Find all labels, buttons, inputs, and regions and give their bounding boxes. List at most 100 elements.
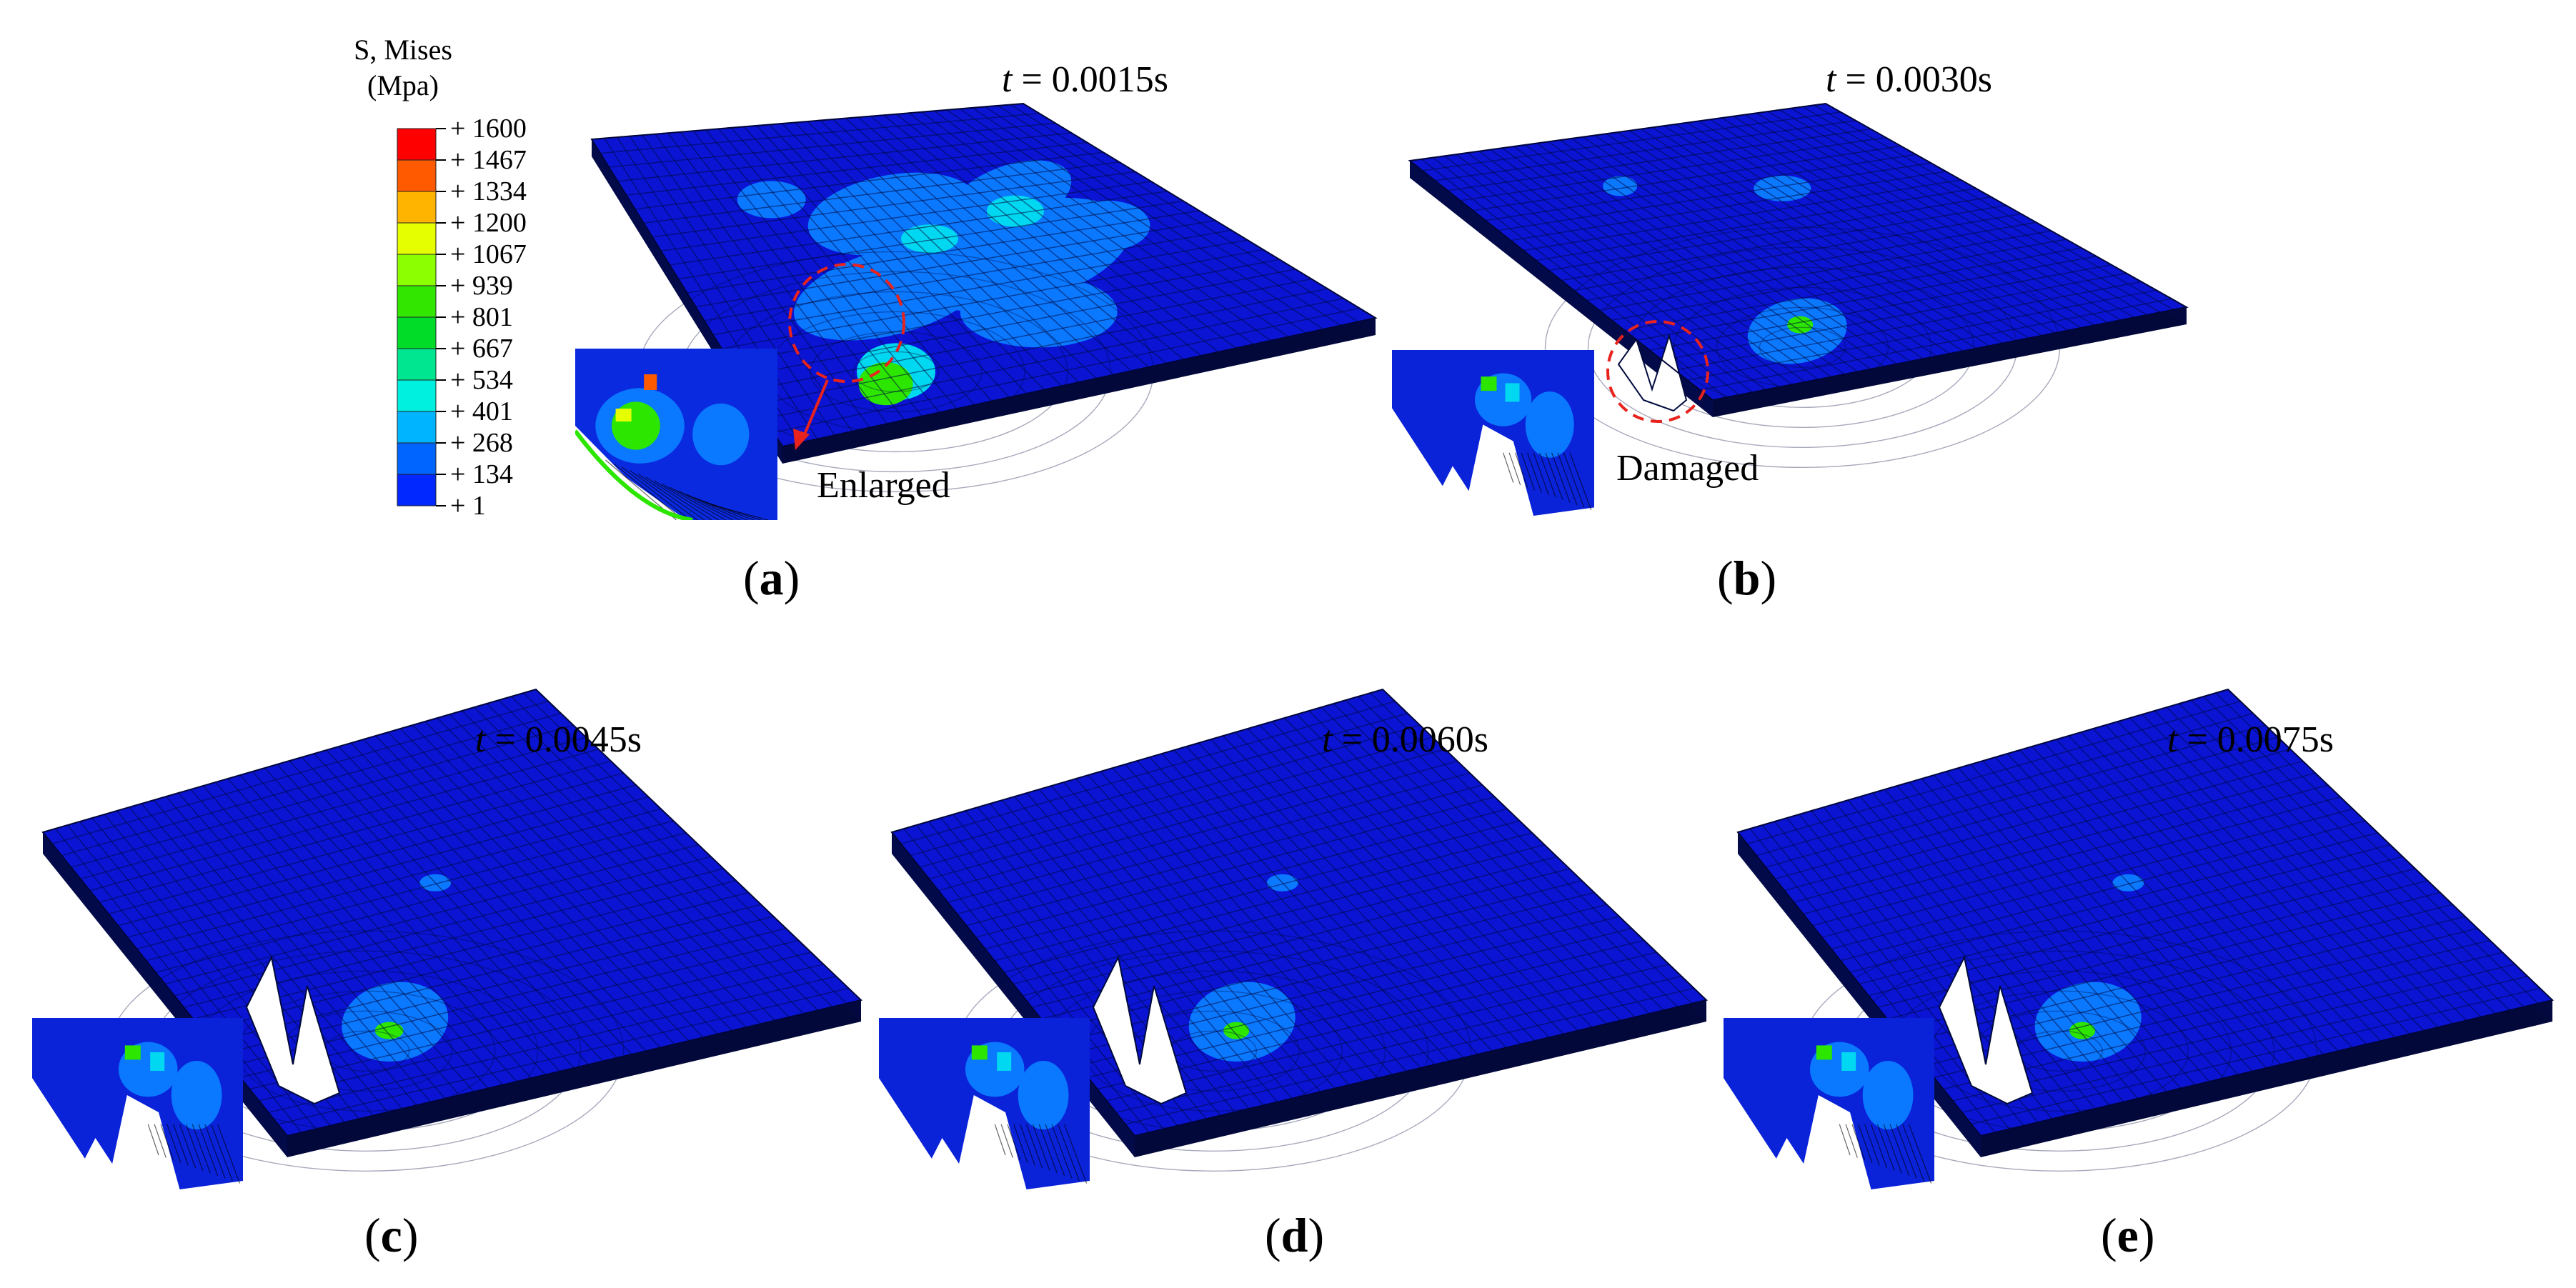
legend-title: S, Mises [354, 34, 452, 66]
panel-a-highlight-circle [788, 263, 905, 383]
panel-d-inset-edge-line [1032, 1124, 1050, 1171]
panel-a-inset-edge-line [613, 463, 684, 520]
panel-e-inset-edge-line [1858, 1124, 1873, 1164]
panel-e-inset-edge-line [1845, 1124, 1858, 1158]
panel-e-inset-edge-line [1889, 1124, 1910, 1177]
panel-b-mesh-line [1561, 204, 2006, 281]
panel-e-inset-edge-line [1883, 1124, 1902, 1174]
panel-a-stress-region [858, 362, 913, 406]
panel-e-mesh-line [1831, 808, 2353, 950]
panel-b-inset-edge-line [1508, 452, 1521, 486]
panel-b-mesh-line [1422, 111, 1841, 171]
panel-a-inset-edge-line [710, 504, 769, 520]
legend-tick-label: + 667 [450, 334, 513, 364]
panel-c-inset-edge-line [160, 1124, 174, 1161]
panel-a-time: t = 0.0015s [1002, 61, 1168, 99]
panel-c-time-var: t [475, 719, 486, 760]
panel-a-stress-region [793, 242, 989, 341]
panel-c-mesh-line [249, 952, 812, 1090]
panel-a-mesh-line [600, 112, 1040, 154]
panel-a-stress-region [960, 276, 1118, 348]
panel-c-inset-stress [171, 1061, 222, 1129]
panel-d-inset-hot [971, 1045, 988, 1060]
legend-tick-label: + 401 [450, 396, 513, 426]
panel-b-note: Damaged [1616, 448, 1759, 489]
panel-e-inset-edge-line [1876, 1124, 1895, 1171]
panel-c-mesh-line [277, 987, 849, 1125]
panel-e-mesh-line [1775, 737, 2279, 880]
panel-e-inset-hot [1841, 1052, 1856, 1071]
panel-b-time-value: = 0.0030s [1845, 59, 1993, 100]
panel-b-mesh-line [1649, 264, 2112, 351]
panel-a-inset-edge-line [637, 473, 705, 520]
panel-d-mesh-line [1097, 952, 1657, 1090]
panel-a-inset-edge-line [645, 476, 712, 520]
panel-b-mesh-line [1485, 154, 1916, 221]
panel-e-mesh-line [1943, 952, 2503, 1090]
panel-c-damage-notch [245, 954, 341, 1105]
legend-swatch [397, 222, 437, 255]
panel-a-mesh-line [739, 269, 1296, 377]
panel-d-inset-edge-line [1045, 1124, 1065, 1177]
panel-b-inset-stress [1525, 391, 1574, 458]
panel-b-mesh-line [1435, 120, 1856, 181]
panel-c-mesh-line [259, 964, 824, 1102]
panel-e-mesh-line [1766, 724, 2266, 868]
panel-b-mesh-line [1473, 145, 1901, 211]
panel-b-inset-plate [1392, 350, 1594, 516]
panel-d-mesh-line [1125, 987, 1694, 1125]
panel-d-inset [879, 1018, 1090, 1189]
panel-d-mesh-line [938, 748, 1446, 892]
panel-e-mesh-line [1803, 772, 2316, 915]
panel-d-time-value: = 0.0060s [1341, 719, 1489, 760]
panel-e-damage-notch [1938, 954, 2034, 1105]
panel-e-inset-edge-line [1839, 1124, 1851, 1156]
panel-e-mesh-line [1812, 784, 2328, 927]
panel-b-inset-edge-line [1527, 452, 1542, 493]
legend-swatch [397, 379, 437, 412]
panel-e-inset-edge-line [1896, 1124, 1917, 1179]
panel-b-mesh-line [1700, 298, 2172, 391]
panel-e-inset-plate [1724, 1018, 1934, 1189]
panel-a-inset-edge-line [678, 490, 740, 520]
panel-a-inset-edge-line [630, 469, 698, 520]
panel-b-time-var: t [1826, 59, 1836, 100]
panel-c-letter: c [380, 1208, 402, 1262]
panel-e-mesh-line [1934, 939, 2490, 1078]
legend-swatch [397, 411, 437, 444]
panel-b-front-edge [1713, 307, 2187, 417]
panel-d-mesh-line [929, 737, 1433, 880]
panel-a-mesh-line [756, 288, 1328, 406]
panel-b-inset-edge-line [1533, 452, 1549, 496]
panel-a-mesh-line [678, 200, 1184, 280]
panel-a-mesh-line [652, 171, 1135, 238]
panel-d-letter: d [1280, 1208, 1308, 1262]
panel-c-mesh-line [71, 724, 574, 868]
panel-a-inset-hot [644, 374, 657, 390]
panel-e-time: t = 0.0075s [2167, 722, 2334, 759]
panel-d-mesh-line [910, 712, 1408, 857]
panel-c-mesh-line [61, 712, 562, 857]
panel-b-letter: b [1733, 551, 1761, 605]
panel-b-mesh-line [1611, 239, 2067, 321]
panel-a-inset-edge [575, 429, 693, 520]
panel-a-mesh-line [626, 141, 1088, 196]
panel-a-arrowhead [793, 429, 810, 450]
legend-tick-label: + 1067 [450, 239, 527, 269]
panel-c-mesh-line [155, 832, 687, 973]
panel-d-inset-edge-line [1051, 1124, 1073, 1179]
panel-c-inset-edge-line [166, 1124, 181, 1164]
panel-e-mesh [1746, 692, 2540, 1172]
panel-b-inset-edge-line [1557, 452, 1578, 506]
panel-e-inset-edge-line [1909, 1124, 1932, 1184]
legend-tick-label: + 534 [450, 365, 513, 395]
panel-c-mesh-line [240, 939, 799, 1078]
legend-tick-label: + 1200 [450, 208, 527, 238]
panel-a-mesh-line [635, 151, 1104, 210]
panel-c-inset-edge-line [204, 1124, 226, 1179]
panel-e-letter: e [2117, 1208, 2139, 1262]
panel-b-mesh-line [1498, 162, 1931, 231]
panel-a-mesh-line [617, 132, 1072, 182]
legend-swatch [397, 159, 437, 192]
